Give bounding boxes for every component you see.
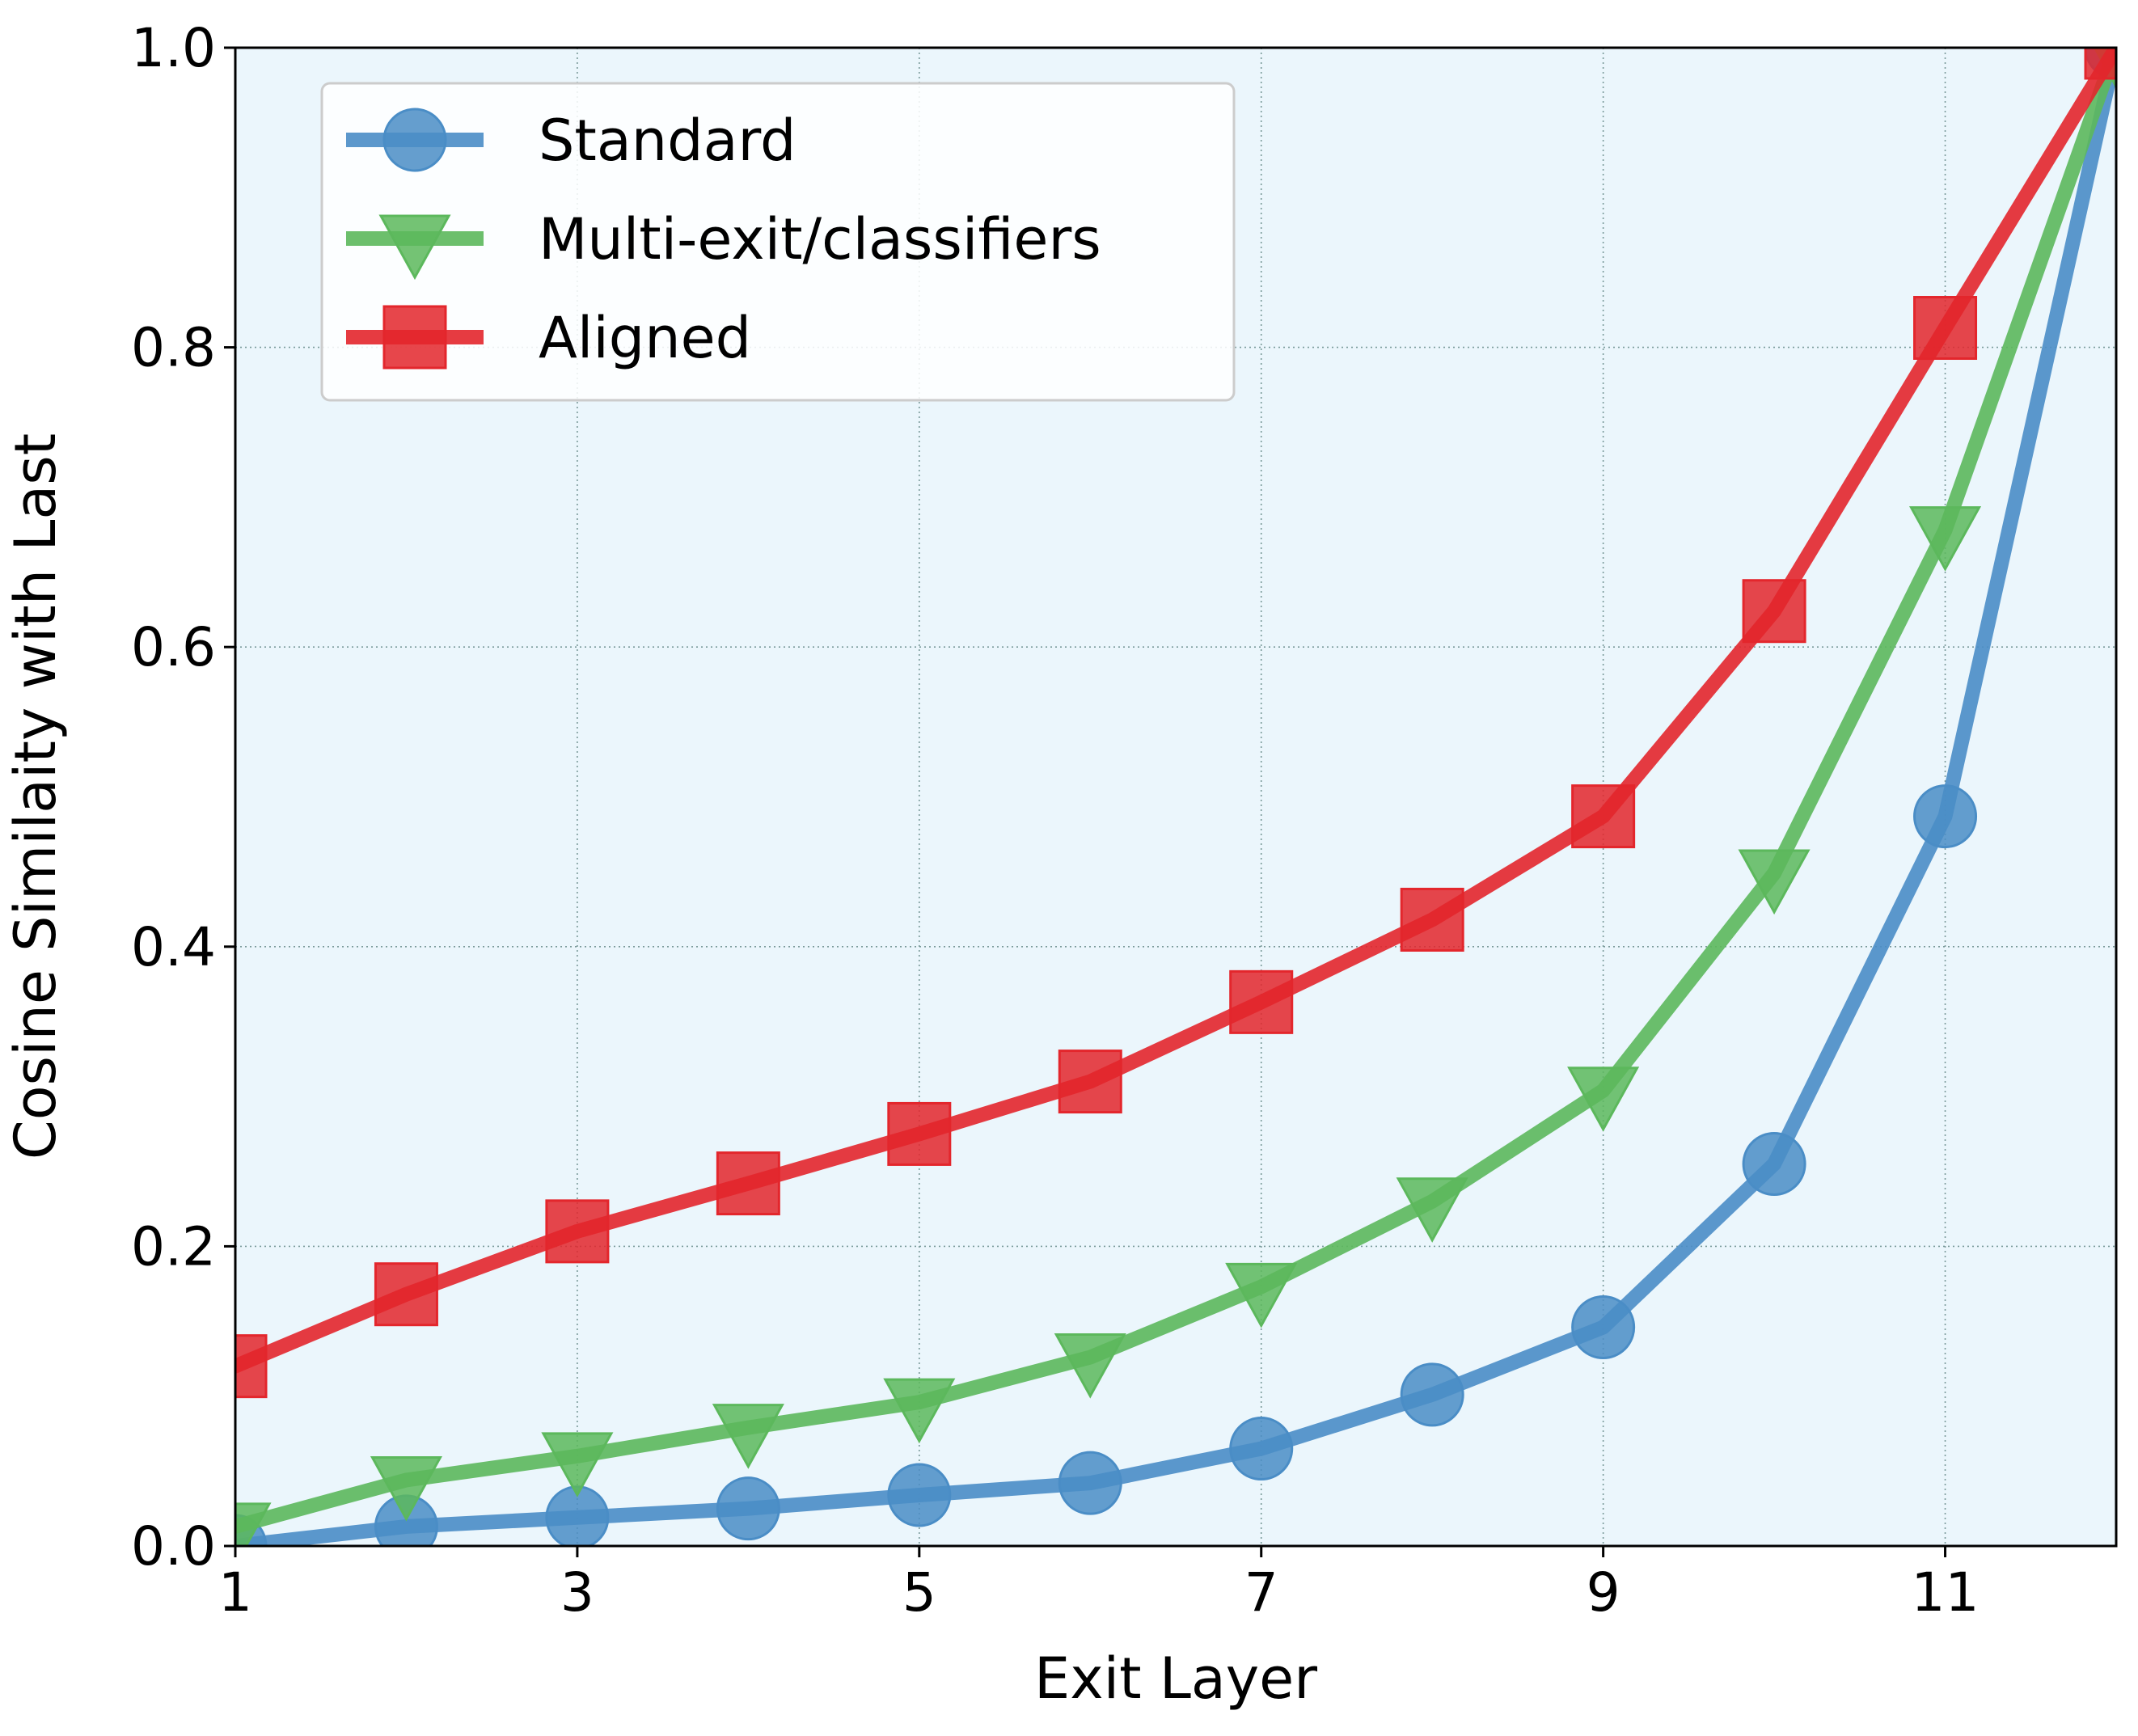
legend-marker-1: [378, 214, 451, 281]
series-0-point-7: [1400, 1362, 1464, 1427]
series-2-point-8: [1571, 784, 1636, 849]
series-0-point-10: [1913, 784, 1978, 849]
legend-label-1: Multi-exit/classifiers: [539, 206, 1101, 272]
series-2-point-7: [1400, 887, 1464, 952]
series-0-point-5: [1058, 1451, 1122, 1515]
legend: Standard Multi-exit/classifiers Aligned: [320, 82, 1236, 402]
series-2-point-4: [887, 1101, 952, 1166]
legend-marker-2: [382, 305, 447, 370]
series-0-point-8: [1571, 1295, 1636, 1359]
y-axis-label: Cosine Similaity with Last: [2, 433, 69, 1159]
series-layer: [235, 48, 2116, 1546]
series-1-point-2: [541, 1432, 614, 1497]
grid-lines: [235, 48, 2116, 1546]
series-2-point-9: [1742, 579, 1806, 644]
series-0-point-4: [887, 1463, 952, 1527]
series-2-point-10: [1913, 296, 1978, 361]
series-2-point-6: [1229, 969, 1294, 1034]
x-tick-label-2: 5: [902, 1561, 936, 1624]
x-axis-label: Exit Layer: [1034, 1645, 1317, 1712]
legend-label-0: Standard: [539, 108, 796, 174]
legend-box: [320, 82, 1236, 402]
y-tick-label-1: 0.2: [131, 1215, 216, 1278]
series-2-point-2: [545, 1199, 610, 1264]
series-1-point-7: [1396, 1177, 1468, 1243]
x-tick-label-3: 7: [1244, 1561, 1278, 1624]
y-tick-label-2: 0.4: [131, 916, 216, 978]
series-0-point-9: [1742, 1131, 1806, 1196]
x-tick-label-0: 1: [218, 1561, 252, 1624]
series-1-point-10: [1909, 506, 1982, 572]
series-0-point-6: [1229, 1417, 1294, 1481]
series-2-point-0: [235, 1334, 268, 1399]
y-tick-label-5: 1.0: [131, 17, 216, 79]
series-1-point-6: [1225, 1262, 1298, 1328]
series-2-point-3: [716, 1151, 780, 1216]
series-2-point-5: [1058, 1050, 1122, 1114]
y-tick-label-4: 0.8: [131, 317, 216, 379]
series-2-point-1: [374, 1262, 438, 1327]
series-1-point-4: [883, 1378, 956, 1444]
series-1-point-9: [1738, 849, 1811, 915]
series-1-point-3: [712, 1404, 784, 1469]
series-1-point-1: [370, 1455, 442, 1522]
y-axis: 0.0 0.2 0.4 0.6 0.8 1.0: [131, 17, 235, 1578]
y-tick-label-0: 0.0: [131, 1515, 216, 1578]
x-tick-label-1: 3: [560, 1561, 594, 1624]
x-tick-label-5: 11: [1912, 1561, 1980, 1624]
legend-marker-0: [382, 108, 447, 172]
series-0: [235, 48, 2116, 1546]
plot-frame: [234, 46, 2118, 1548]
series-2: [235, 48, 2116, 1399]
series-line-1: [235, 48, 2116, 1534]
series-1-point-0: [235, 1502, 272, 1546]
x-tick-label-4: 9: [1587, 1561, 1620, 1624]
series-1-point-5: [1054, 1333, 1126, 1399]
y-tick-label-3: 0.6: [131, 616, 216, 678]
series-0-point-3: [716, 1476, 780, 1541]
x-axis: 1 3 5 7 9 11: [218, 1546, 1980, 1624]
legend-label-2: Aligned: [539, 305, 751, 371]
series-1-point-8: [1567, 1067, 1640, 1132]
series-2-point-11: [2084, 48, 2116, 80]
